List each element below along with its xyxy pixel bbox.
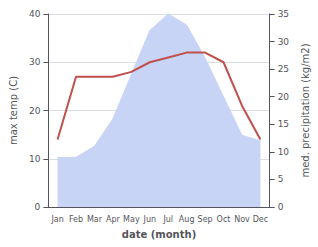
- svg-text:Jan: Jan: [50, 215, 63, 224]
- svg-text:May: May: [123, 215, 140, 224]
- svg-text:15: 15: [278, 119, 289, 129]
- svg-text:Mar: Mar: [87, 215, 103, 224]
- svg-text:date (month): date (month): [122, 229, 196, 240]
- svg-text:30: 30: [278, 37, 290, 47]
- svg-text:med. precipitation (kg/m2): med. precipitation (kg/m2): [300, 43, 311, 177]
- svg-text:20: 20: [278, 92, 290, 102]
- svg-text:Nov: Nov: [234, 215, 250, 224]
- svg-text:5: 5: [278, 174, 284, 184]
- svg-text:Aug: Aug: [179, 215, 195, 224]
- svg-text:Dec: Dec: [253, 215, 268, 224]
- svg-text:10: 10: [29, 154, 41, 164]
- svg-text:0: 0: [35, 202, 41, 212]
- svg-text:Oct: Oct: [217, 215, 231, 224]
- svg-text:Apr: Apr: [106, 215, 121, 224]
- svg-text:30: 30: [29, 57, 41, 67]
- svg-text:25: 25: [278, 64, 289, 74]
- svg-text:Jun: Jun: [143, 215, 157, 224]
- svg-text:35: 35: [278, 9, 289, 19]
- svg-text:0: 0: [278, 202, 284, 212]
- svg-text:Feb: Feb: [69, 215, 83, 224]
- svg-text:20: 20: [29, 106, 41, 116]
- svg-text:max temp (C): max temp (C): [8, 76, 19, 145]
- svg-text:Sep: Sep: [198, 215, 213, 224]
- svg-text:40: 40: [29, 9, 41, 19]
- svg-text:Jul: Jul: [162, 215, 173, 224]
- svg-text:10: 10: [278, 147, 290, 157]
